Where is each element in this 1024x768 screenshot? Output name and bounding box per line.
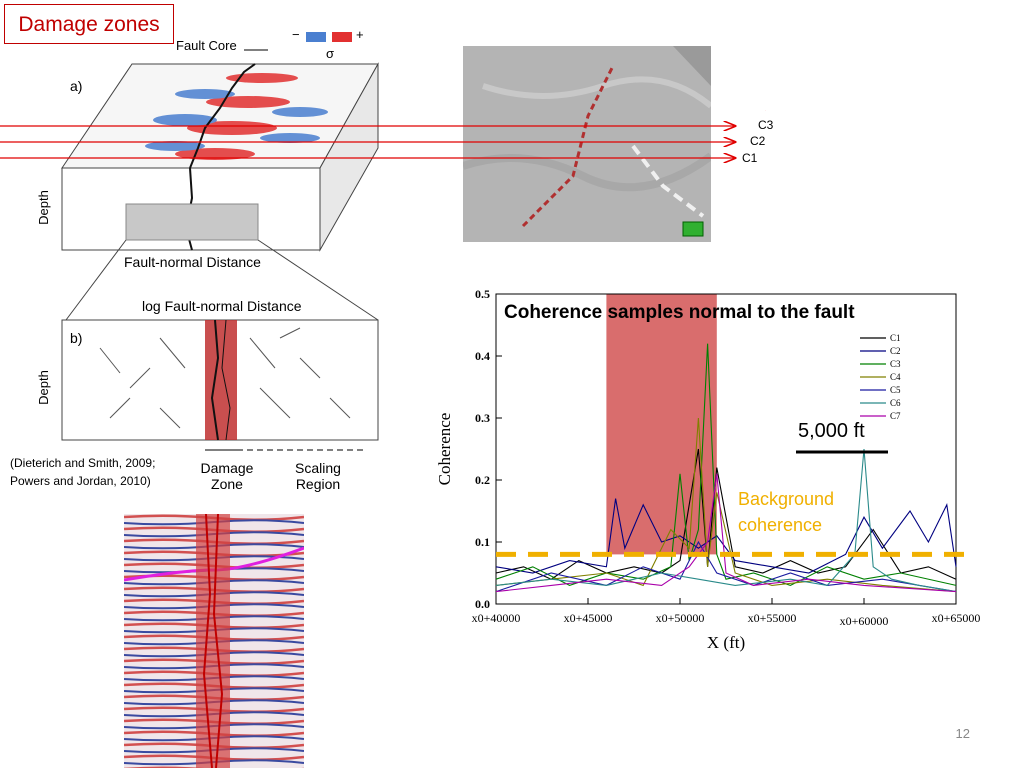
depth-label-b: Depth bbox=[35, 370, 51, 405]
panel-b-label: b) bbox=[70, 330, 83, 346]
y-tick-label: 0.3 bbox=[475, 411, 490, 425]
legend: C1 C2 C3 C4 C5 C6 C7 bbox=[860, 333, 901, 421]
panel-a-label: a) bbox=[70, 78, 83, 94]
tick-layer: x0+40000 x0+45000 x0+50000 x0+55000 x0+60000… bbox=[472, 287, 981, 628]
fault-core-b bbox=[210, 319, 220, 441]
legend-label-c5: C5 bbox=[890, 385, 901, 395]
series-layer bbox=[495, 343, 957, 593]
y-tick-label: 0.1 bbox=[475, 535, 490, 549]
x-tick-label: x0+40000 bbox=[472, 611, 521, 625]
x-tick-label: x0+45000 bbox=[564, 611, 613, 625]
legend-label-c2: C2 bbox=[890, 346, 901, 356]
scale-bar-label: 5,000 ft bbox=[798, 420, 865, 442]
c1-label: C1 bbox=[742, 151, 758, 165]
y-tick-label: 0.2 bbox=[475, 473, 490, 487]
block-side-face bbox=[319, 62, 379, 252]
x-tick-label: x0+55000 bbox=[748, 611, 797, 625]
fault-normal-distance-label: Fault-normal Distance bbox=[124, 254, 261, 270]
plot-frame bbox=[495, 293, 957, 605]
coherence-map-image bbox=[463, 46, 711, 242]
series-line-c1 bbox=[495, 448, 957, 580]
scaling-region-label: Scaling Region bbox=[295, 460, 341, 492]
orientation-cube bbox=[682, 221, 704, 237]
slide-title: Damage zones bbox=[4, 4, 174, 44]
series-line-c2 bbox=[495, 498, 957, 574]
slide-number: 12 bbox=[955, 726, 970, 741]
c2-label: C2 bbox=[750, 134, 766, 148]
coherence-chart: x0+40000 x0+45000 x0+50000 x0+55000 x0+60000… bbox=[435, 287, 981, 652]
highlight-band bbox=[606, 294, 717, 555]
damage-zone-label: Damage Zone bbox=[200, 460, 254, 492]
fault-zone-overlay bbox=[196, 514, 230, 768]
colorbar-plus: + bbox=[356, 27, 364, 42]
y-axis-label: Coherence bbox=[435, 413, 454, 486]
y-tick-label: 0.0 bbox=[475, 597, 490, 611]
background-coherence-label: Background coherence bbox=[738, 486, 834, 538]
legend-label-c7: C7 bbox=[890, 411, 901, 421]
seismic-section-image bbox=[124, 514, 304, 768]
legend-label-c3: C3 bbox=[890, 359, 901, 369]
fault-core-label: Fault Core bbox=[176, 38, 237, 53]
series-line-c7 bbox=[495, 473, 957, 593]
background-label-line1: Background bbox=[738, 489, 835, 509]
fault-trace-map bbox=[521, 65, 615, 228]
legend-label-c6: C6 bbox=[890, 398, 901, 408]
zoom-line-left bbox=[65, 239, 127, 321]
fault-trace-2 bbox=[212, 514, 224, 768]
background-label-line2: coherence bbox=[738, 515, 823, 535]
chart-title: Coherence samples normal to the fault bbox=[504, 302, 855, 323]
fracture-marks bbox=[99, 327, 351, 429]
x-axis-label: X (ft) bbox=[707, 633, 745, 652]
citation-line-2: Powers and Jordan, 2010) bbox=[10, 474, 151, 488]
legend-label-c4: C4 bbox=[890, 372, 901, 382]
zoom-box bbox=[125, 203, 259, 241]
x-tick-label: x0+50000 bbox=[656, 611, 705, 625]
series-line-c4 bbox=[495, 417, 957, 593]
fault-strand-b bbox=[221, 319, 231, 441]
x-tick-label: x0+65000 bbox=[932, 611, 981, 625]
y-tick-label: 0.5 bbox=[475, 287, 490, 301]
c3-label: C3 bbox=[758, 118, 774, 132]
fault-core-line bbox=[189, 63, 256, 169]
zoom-line-right bbox=[257, 239, 379, 321]
legend-label-c1: C1 bbox=[890, 333, 901, 343]
depth-label-a: Depth bbox=[35, 190, 51, 225]
colorbar-minus: − bbox=[292, 27, 300, 42]
x-tick-label: x0+60000 bbox=[840, 614, 889, 628]
sigma-label: σ bbox=[326, 46, 335, 61]
fault-trace bbox=[202, 514, 213, 768]
section-arrows bbox=[0, 110, 766, 170]
y-tick-label: 0.4 bbox=[475, 349, 490, 363]
series-line-c5 bbox=[495, 540, 957, 593]
band-layer bbox=[606, 294, 717, 555]
stress-lobes bbox=[145, 73, 328, 160]
damage-zone-band bbox=[205, 320, 237, 440]
series-line-c3 bbox=[495, 343, 957, 586]
log-fault-normal-distance-label: log Fault-normal Distance bbox=[142, 298, 302, 314]
series-line-c6 bbox=[495, 448, 957, 593]
citation-line-1: (Dieterich and Smith, 2009; bbox=[10, 456, 156, 470]
